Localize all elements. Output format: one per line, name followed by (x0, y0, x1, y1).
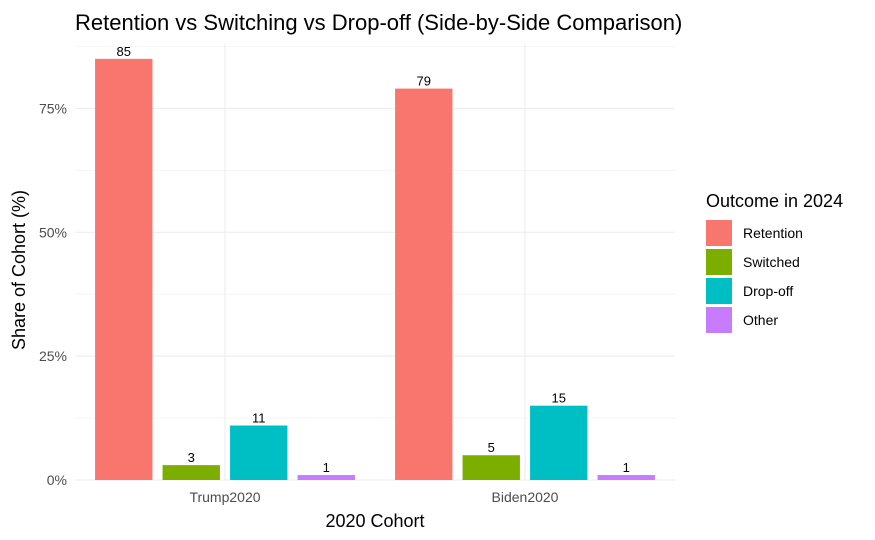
bar-switched-biden2020 (462, 455, 520, 480)
y-axis-title: Share of Cohort (%) (9, 190, 29, 350)
legend-title: Outcome in 2024 (706, 191, 843, 211)
bar-drop-off-biden2020 (530, 405, 588, 480)
bar-other-biden2020 (597, 475, 655, 480)
bar-switched-trump2020 (162, 465, 220, 480)
y-tick-label: 50% (39, 224, 67, 240)
legend-label: Switched (743, 254, 800, 270)
bar-retention-trump2020 (95, 58, 153, 480)
y-tick-label: 75% (39, 100, 67, 116)
legend-label: Other (743, 312, 778, 328)
bar-value-label: 3 (188, 450, 195, 465)
x-tick-label: Biden2020 (492, 489, 559, 505)
bar-value-label: 5 (488, 440, 495, 455)
bar-value-label: 85 (117, 44, 131, 59)
chart-title: Retention vs Switching vs Drop-off (Side… (75, 10, 682, 35)
bar-value-label: 11 (252, 411, 266, 426)
legend-key-switched (706, 249, 732, 275)
x-axis-title: 2020 Cohort (325, 511, 424, 531)
bar-value-label: 15 (552, 391, 566, 406)
bars (95, 58, 655, 480)
legend-key-other (706, 307, 732, 333)
bar-value-label: 1 (623, 460, 630, 475)
y-tick-label: 0% (47, 472, 67, 488)
grid (75, 44, 675, 481)
bar-retention-biden2020 (395, 88, 453, 480)
y-tick-label: 25% (39, 348, 67, 364)
bar-value-label: 1 (323, 460, 330, 475)
bar-drop-off-trump2020 (230, 425, 288, 480)
bar-value-label: 79 (417, 74, 431, 89)
y-axis: 0% 25% 50% 75% (39, 100, 67, 488)
x-axis: Trump2020 Biden2020 (189, 489, 558, 505)
legend-key-drop-off (706, 278, 732, 304)
legend-label: Retention (743, 225, 803, 241)
bar-other-trump2020 (297, 475, 355, 480)
x-tick-label: Trump2020 (189, 489, 260, 505)
legend: Outcome in 2024 Retention Switched Drop-of… (706, 191, 843, 333)
legend-key-retention (706, 220, 732, 246)
legend-label: Drop-off (743, 283, 793, 299)
